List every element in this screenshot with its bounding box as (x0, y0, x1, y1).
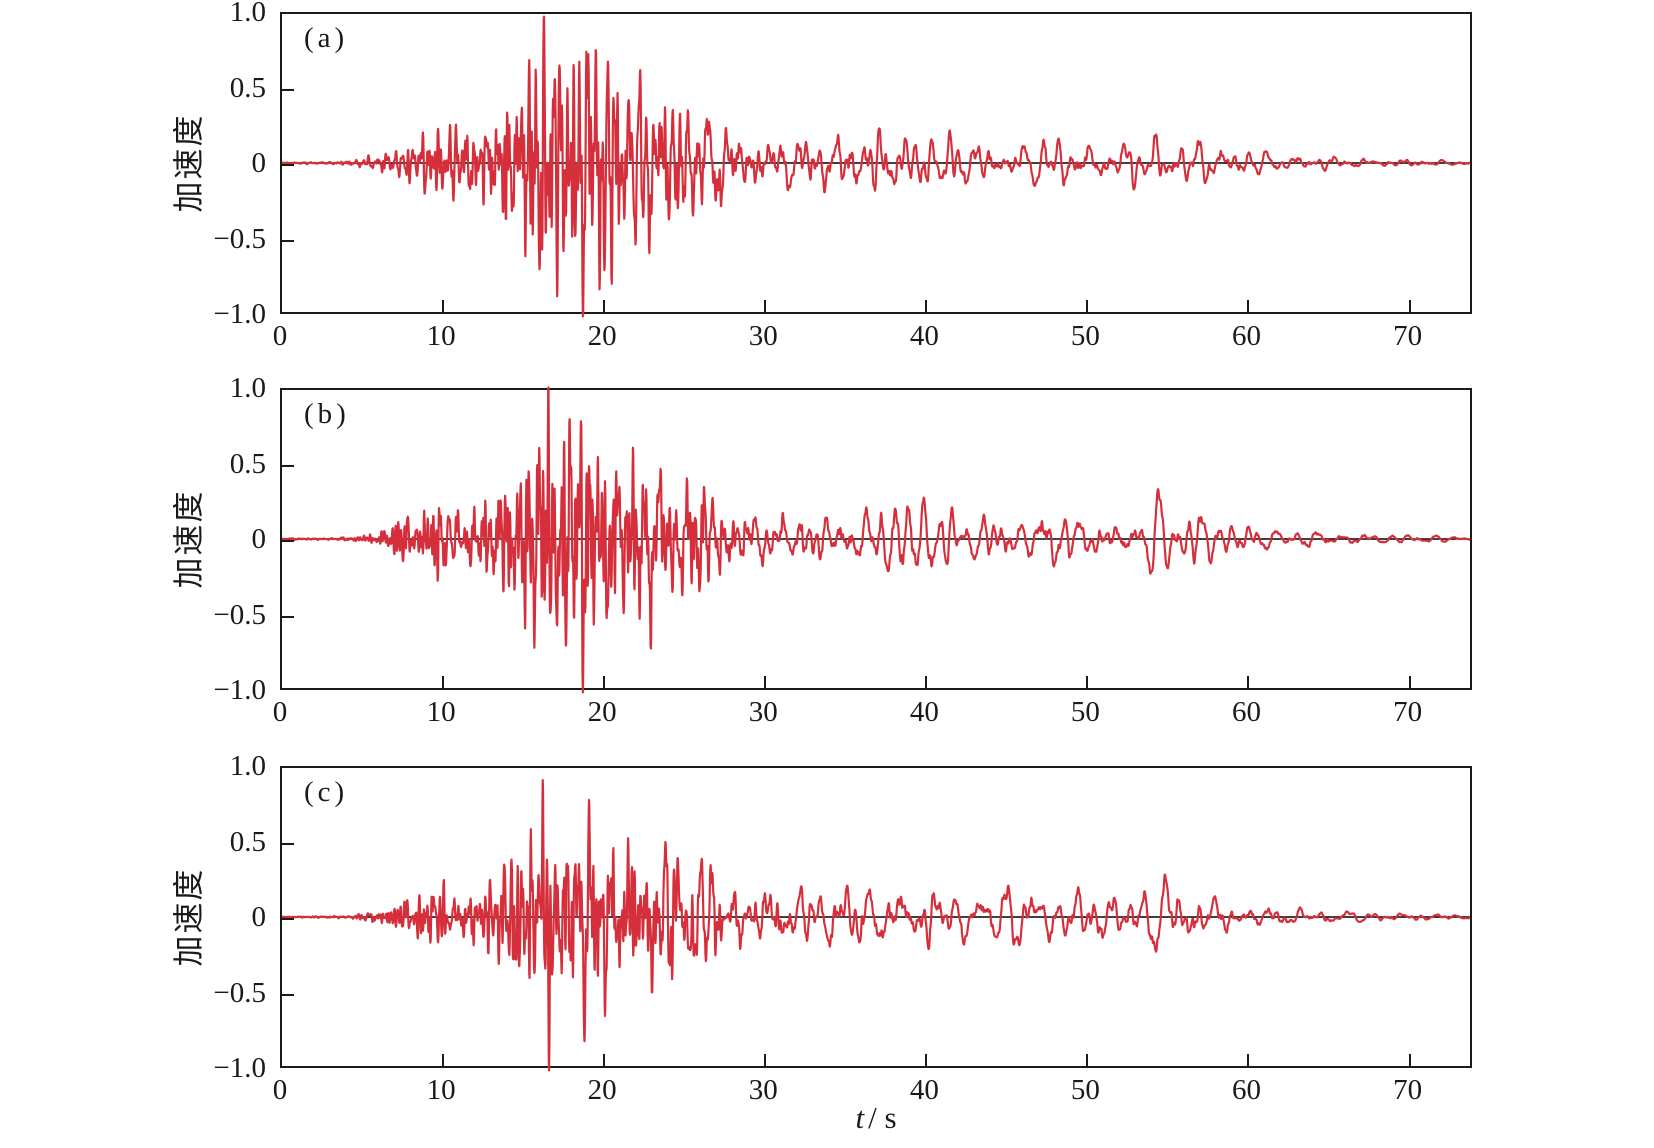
x-tick (1086, 676, 1089, 688)
y-tick-label: 1.0 (229, 372, 266, 404)
x-axis-unit: / s (868, 1100, 897, 1135)
y-tick (282, 993, 294, 996)
y-tick (282, 88, 294, 91)
x-tick-label: 10 (426, 696, 456, 728)
x-tick-label: 60 (1231, 1074, 1261, 1106)
y-tick (282, 164, 294, 166)
panel-a: 加速度 (a) 0 10 20 30 40 50 60 70 1.0 0.5 0 −0.5 −1.0 (0, 0, 1654, 384)
y-tick-label: −0.5 (213, 598, 266, 631)
plot-area-b: (b) (280, 386, 1472, 694)
x-tick-label: 10 (426, 1074, 456, 1106)
x-tick-label: 50 (1070, 1074, 1100, 1106)
panel-label-b: (b) (304, 398, 350, 430)
x-tick (442, 300, 445, 312)
x-tick (1247, 300, 1250, 312)
y-tick-label: 0 (251, 147, 267, 179)
x-tick-label: 30 (748, 696, 778, 728)
waveform-canvas-b (281, 386, 1471, 694)
y-tick-label: −0.5 (213, 976, 266, 1009)
x-tick (764, 676, 767, 688)
x-tick-label: 30 (748, 1074, 778, 1106)
y-tick (282, 842, 294, 845)
x-tick-label: 70 (1393, 320, 1423, 352)
y-tick-label: −1.0 (213, 298, 266, 330)
x-tick (925, 300, 928, 312)
panel-label-c: (c) (304, 776, 349, 808)
y-tick-label: −0.5 (213, 222, 266, 255)
x-tick-label: 50 (1070, 696, 1100, 728)
waveform-canvas-a (281, 15, 1471, 318)
waveform-trace-a (281, 15, 1471, 318)
y-tick (282, 540, 294, 542)
x-tick-label: 40 (909, 320, 939, 352)
x-tick (442, 1054, 445, 1066)
x-tick (442, 676, 445, 688)
x-tick (603, 676, 606, 688)
x-tick-label: 50 (1070, 320, 1100, 352)
y-tick (282, 239, 294, 242)
plot-area-a: (a) (280, 12, 1472, 318)
panel-c: 加速度 (c) 0 10 20 30 40 50 60 70 1.0 0.5 0 −0.5 −1.0 (0, 751, 1654, 1138)
x-tick (1408, 1054, 1411, 1066)
x-tick (603, 1054, 606, 1066)
x-tick (1408, 300, 1411, 312)
y-tick-label: −1.0 (213, 674, 266, 706)
x-tick (1247, 676, 1250, 688)
y-tick-label: 0 (251, 523, 267, 555)
x-tick (925, 676, 928, 688)
y-tick (282, 615, 294, 618)
x-axis-variable: t (855, 1100, 865, 1135)
panel-label-a: (a) (304, 22, 349, 54)
waveform-trace-b (281, 386, 1471, 694)
x-tick-label: 60 (1231, 696, 1261, 728)
x-tick (925, 1054, 928, 1066)
x-tick-label: 20 (587, 1074, 617, 1106)
x-tick (603, 300, 606, 312)
panel-b: 加速度 (b) 0 10 20 30 40 50 60 70 1.0 0.5 0 −0.5 −1.0 (0, 373, 1654, 760)
y-tick-label: 0.5 (229, 825, 266, 858)
x-tick-label: 70 (1393, 1074, 1423, 1106)
y-tick-label: 0.5 (229, 71, 266, 104)
x-tick-label: 0 (272, 696, 288, 728)
y-tick (282, 918, 294, 920)
x-tick-label: 70 (1393, 696, 1423, 728)
y-tick (282, 464, 294, 467)
x-tick-label: 20 (587, 696, 617, 728)
waveform-canvas-c (281, 779, 1471, 1072)
plot-area-c: (c) (280, 766, 1472, 1072)
x-tick (1408, 676, 1411, 688)
y-tick-label: 1.0 (229, 0, 266, 28)
x-tick-label: 40 (909, 1074, 939, 1106)
x-axis-title: t / s (806, 1100, 946, 1136)
x-tick (764, 300, 767, 312)
y-tick-label: 0.5 (229, 447, 266, 480)
x-tick (1086, 300, 1089, 312)
x-tick-label: 10 (426, 320, 456, 352)
x-tick (1247, 1054, 1250, 1066)
x-tick-label: 20 (587, 320, 617, 352)
x-tick (764, 1054, 767, 1066)
x-tick-label: 0 (272, 1074, 288, 1106)
x-tick-label: 60 (1231, 320, 1261, 352)
x-tick-label: 40 (909, 696, 939, 728)
waveform-trace-c (281, 779, 1471, 1072)
x-tick-label: 0 (272, 320, 288, 352)
x-tick-label: 30 (748, 320, 778, 352)
x-tick (1086, 1054, 1089, 1066)
y-tick-label: −1.0 (213, 1052, 266, 1084)
y-tick-label: 1.0 (229, 750, 266, 782)
y-tick-label: 0 (251, 901, 267, 933)
